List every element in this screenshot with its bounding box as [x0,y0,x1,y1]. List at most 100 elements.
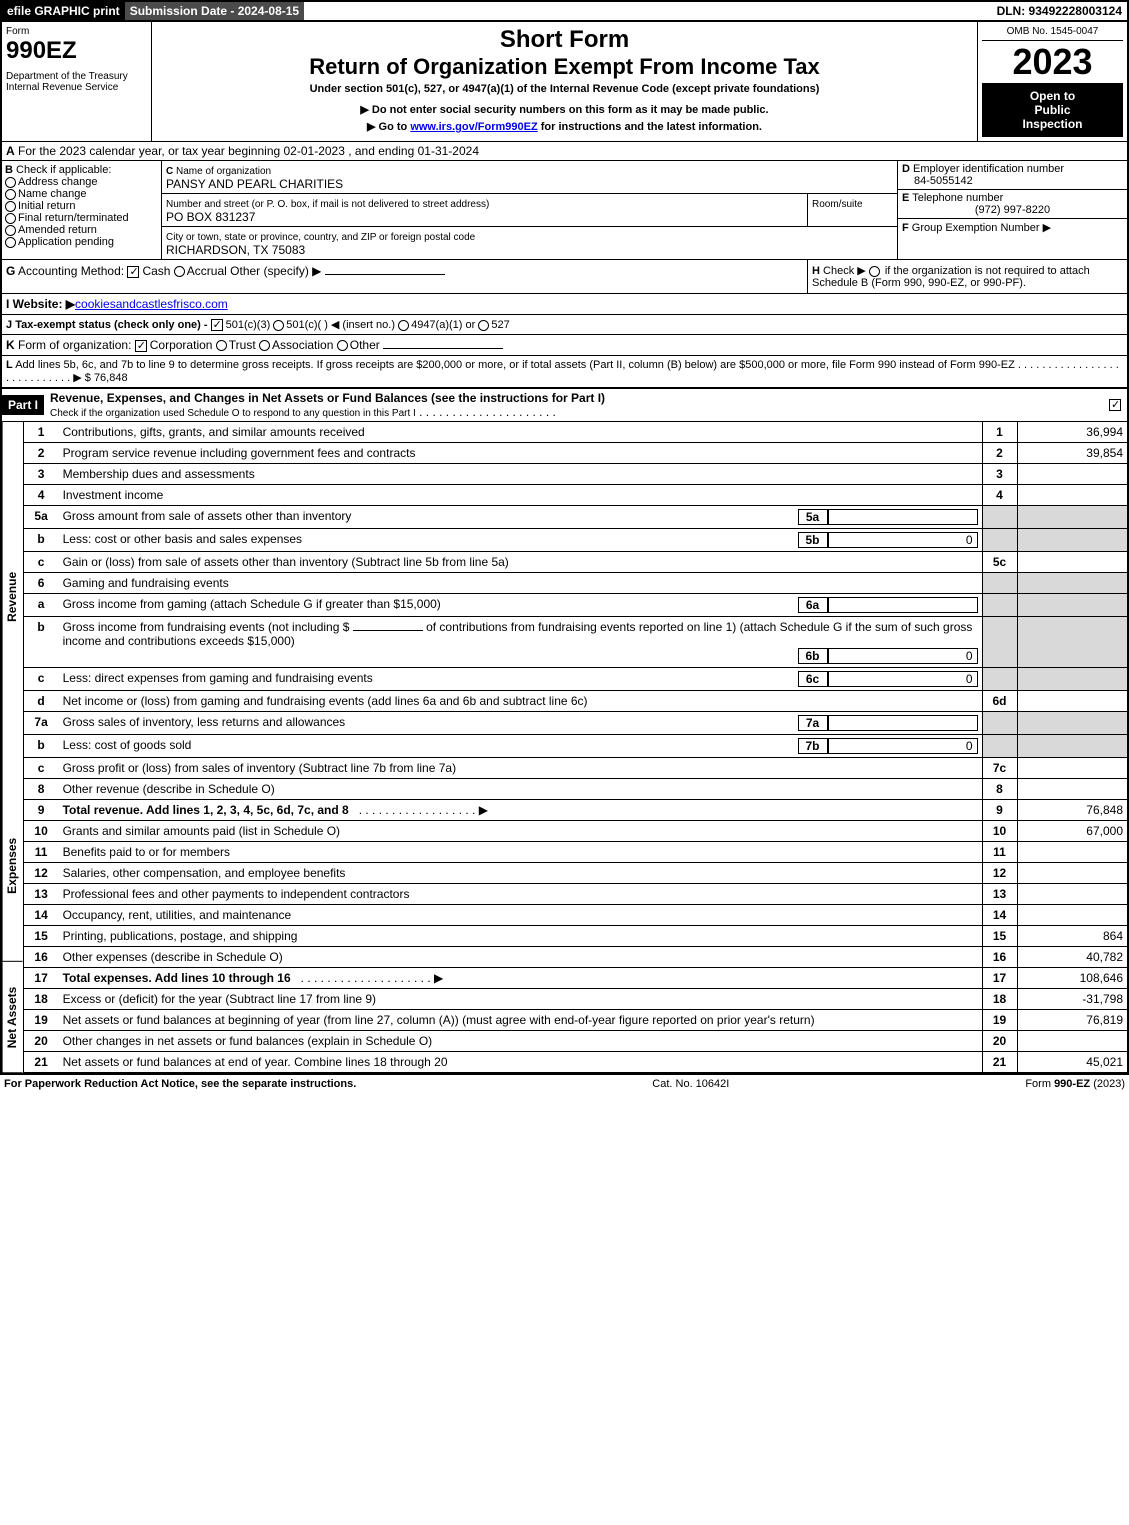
header-center: Short Form Return of Organization Exempt… [152,22,977,141]
section-k: K Form of organization: Corporation Trus… [2,335,1127,356]
line-16-value: 40,782 [1017,947,1127,968]
line-5b-value: 0 [828,532,978,548]
b-opt-5: Application pending [18,236,114,248]
form-header: Form 990EZ Department of the Treasury In… [2,22,1127,142]
open-line3: Inspection [988,117,1117,131]
501c-checkbox[interactable] [273,320,284,331]
irs-link[interactable]: www.irs.gov/Form990EZ [410,121,537,133]
line-17: 17Total expenses. Add lines 10 through 1… [24,968,1127,989]
dept-irs: Internal Revenue Service [6,82,147,93]
part1-check-text: Check if the organization used Schedule … [50,408,416,419]
line-5b-text: Less: cost or other basis and sales expe… [63,532,798,548]
footer-cat-no: Cat. No. 10642I [652,1078,729,1090]
tax-year: 2023 [982,41,1123,83]
submission-date-button[interactable]: Submission Date - 2024-08-15 [125,2,304,20]
trust-checkbox[interactable] [216,340,227,351]
line-15-value: 864 [1017,926,1127,947]
amended-return-checkbox[interactable] [5,225,16,236]
line-1-value: 36,994 [1017,422,1127,443]
header-right: OMB No. 1545-0047 2023 Open to Public In… [977,22,1127,141]
d-label: Employer identification number [913,163,1064,175]
line-18: 18Excess or (deficit) for the year (Subt… [24,989,1127,1010]
line-13-text: Professional fees and other payments to … [59,884,982,905]
efile-print-button[interactable]: efile GRAPHIC print [2,2,125,20]
form-note2: ▶ Go to www.irs.gov/Form990EZ for instru… [156,120,973,133]
dln-label: DLN: 93492228003124 [992,2,1127,20]
form-word: Form [6,26,147,37]
part1-schedule-o-checkbox[interactable] [1109,399,1121,411]
line-a-text: For the 2023 calendar year, or tax year … [18,144,479,158]
form-title: Return of Organization Exempt From Incom… [156,54,973,80]
part1-title: Revenue, Expenses, and Changes in Net As… [50,391,605,405]
line-12-text: Salaries, other compensation, and employ… [59,863,982,884]
corporation-checkbox[interactable] [135,340,147,352]
city-state-zip: RICHARDSON, TX 75083 [166,243,305,257]
org-name: PANSY AND PEARL CHARITIES [166,177,343,191]
section-b: B Check if applicable: Address change Na… [2,161,162,259]
line-3-value [1017,464,1127,485]
501c3-checkbox[interactable] [211,319,223,331]
line-3: 3Membership dues and assessments3 [24,464,1127,485]
line-5c-value [1017,552,1127,573]
line-18-value: -31,798 [1017,989,1127,1010]
k-opt-3: Other [350,338,380,352]
f-label: Group Exemption Number [912,222,1040,234]
association-checkbox[interactable] [259,340,270,351]
line-13-value [1017,884,1127,905]
section-c: C Name of organization PANSY AND PEARL C… [162,161,897,259]
ein-value: 84-5055142 [914,175,973,187]
line-6c-value: 0 [828,671,978,687]
short-form-title: Short Form [156,26,973,54]
line-20-text: Other changes in net assets or fund bala… [59,1031,982,1052]
line-16: 16Other expenses (describe in Schedule O… [24,947,1127,968]
revenue-label: Revenue [2,422,23,771]
application-pending-checkbox[interactable] [5,237,16,248]
line-16-text: Other expenses (describe in Schedule O) [59,947,982,968]
g-other: Other (specify) ▶ [230,264,321,278]
line-11: 11Benefits paid to or for members11 [24,842,1127,863]
line-9-value: 76,848 [1017,800,1127,821]
line-10-value: 67,000 [1017,821,1127,842]
line-gh: G Accounting Method: Cash Accrual Other … [2,260,1127,294]
line-10-text: Grants and similar amounts paid (list in… [59,821,982,842]
line-6: 6Gaming and fundraising events [24,573,1127,594]
527-checkbox[interactable] [478,320,489,331]
line-20: 20Other changes in net assets or fund ba… [24,1031,1127,1052]
name-change-checkbox[interactable] [5,189,16,200]
form-note1: ▶ Do not enter social security numbers o… [156,103,973,116]
expenses-label: Expenses [2,771,23,962]
line-15: 15Printing, publications, postage, and s… [24,926,1127,947]
section-l: L Add lines 5b, 6c, and 7b to line 9 to … [2,356,1127,388]
line-21-value: 45,021 [1017,1052,1127,1073]
line-9: 9Total revenue. Add lines 1, 2, 3, 4, 5c… [24,800,1127,821]
cash-checkbox[interactable] [127,266,139,278]
initial-return-checkbox[interactable] [5,201,16,212]
net-assets-label: Net Assets [2,962,23,1073]
line-4-value [1017,485,1127,506]
other-org-checkbox[interactable] [337,340,348,351]
k-opt-2: Association [272,338,333,352]
section-def: D Employer identification number 84-5055… [897,161,1127,259]
4947-checkbox[interactable] [398,320,409,331]
line-5c: cGain or (loss) from sale of assets othe… [24,552,1127,573]
address-change-checkbox[interactable] [5,177,16,188]
final-return-checkbox[interactable] [5,213,16,224]
h-checkbox[interactable] [869,266,880,277]
part1-body: Revenue Expenses Net Assets 1Contributio… [2,422,1127,1073]
line-6d: dNet income or (loss) from gaming and fu… [24,691,1127,712]
top-bar: efile GRAPHIC print Submission Date - 20… [2,2,1127,22]
footer-form-ref: Form 990-EZ (2023) [1025,1078,1125,1090]
b-opt-4: Amended return [18,224,97,236]
line-6d-value [1017,691,1127,712]
page-footer: For Paperwork Reduction Act Notice, see … [0,1075,1129,1093]
line-14: 14Occupancy, rent, utilities, and mainte… [24,905,1127,926]
lines-table: 1Contributions, gifts, grants, and simil… [24,422,1127,1073]
b-opt-2: Initial return [18,200,75,212]
line-6-text: Gaming and fundraising events [59,573,982,594]
open-inspection-box: Open to Public Inspection [982,83,1123,137]
phone-value: (972) 997-8220 [902,204,1123,216]
accrual-checkbox[interactable] [174,266,185,277]
k-opt-0: Corporation [150,338,213,352]
line-20-value [1017,1031,1127,1052]
website-link[interactable]: cookiesandcastlesfrisco.com [75,297,228,311]
